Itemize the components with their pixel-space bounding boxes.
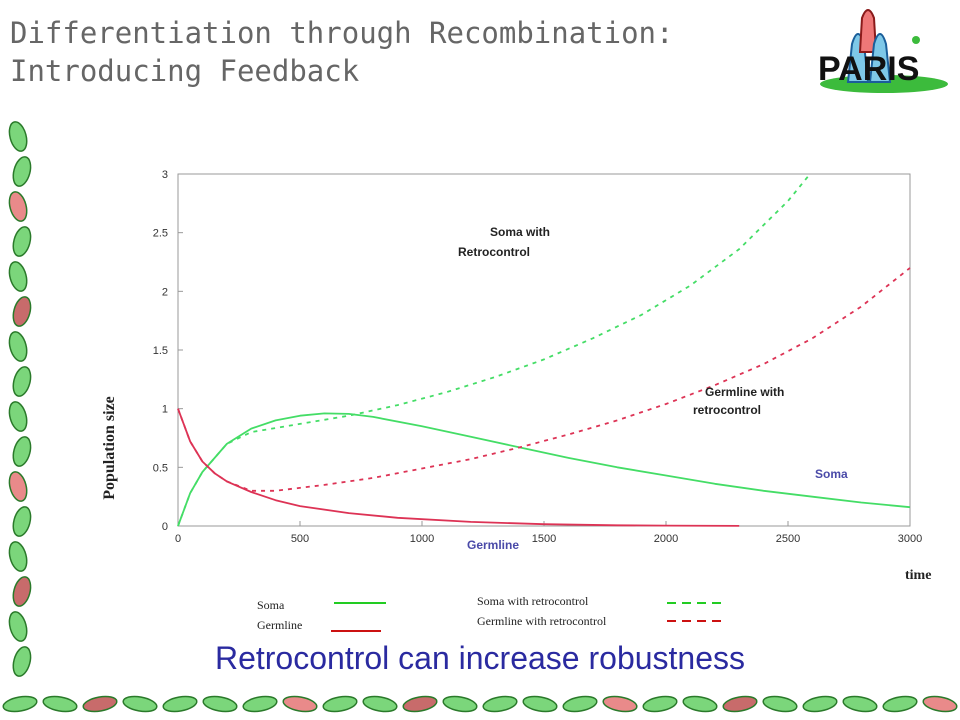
annotation-retrocontrol: Retrocontrol (458, 245, 530, 259)
legend-label-germline-retro: Germline with retrocontrol (477, 614, 607, 628)
y-axis-label: Population size (101, 396, 118, 500)
border-cell (12, 226, 32, 257)
logo-dot (912, 36, 920, 44)
x-axis-label: time (905, 568, 931, 583)
legend-label-soma-retro: Soma with retrocontrol (477, 594, 589, 608)
annotation-germline-retrocontrol: retrocontrol (693, 403, 761, 417)
x-tick-label: 1500 (532, 533, 556, 545)
border-cell (12, 436, 32, 467)
border-cell (12, 506, 32, 537)
border-cell (8, 611, 28, 642)
border-cell (8, 261, 28, 292)
y-tick-label: 1.5 (153, 345, 168, 357)
x-tick-labels: 0 500 1000 1500 2000 2500 3000 (175, 533, 922, 545)
legend-label-soma: Soma (257, 598, 285, 612)
border-cell (682, 695, 718, 713)
cell-border-left (8, 121, 32, 677)
border-cell (42, 695, 78, 713)
y-tick-label: 0 (162, 521, 168, 533)
border-cell (8, 331, 28, 362)
border-cell (242, 695, 278, 713)
border-cell (802, 695, 838, 713)
border-cell (562, 695, 598, 713)
title-line-2: Introducing Feedback (10, 54, 360, 88)
legend: Soma Germline Soma with retrocontrol Ger… (257, 594, 725, 632)
border-cell (2, 695, 38, 713)
y-tick-label: 3 (162, 169, 168, 181)
logo-cell-blue-2 (868, 33, 892, 83)
border-cell (402, 695, 438, 713)
x-tick-label: 1000 (410, 533, 434, 545)
annotation-germline: Germline (467, 538, 519, 552)
y-tick-label: 1 (162, 404, 168, 416)
border-cell (722, 695, 758, 713)
series-lines (177, 173, 911, 527)
x-tick-label: 2000 (654, 533, 678, 545)
border-cell (922, 695, 958, 713)
border-cell (162, 695, 198, 713)
border-cell (282, 695, 318, 713)
x-tick-label: 500 (291, 533, 309, 545)
tick-marks (177, 173, 911, 527)
logo-text: PARIS (818, 50, 919, 88)
border-cell (12, 296, 32, 327)
cell-border-bottom (2, 695, 958, 713)
title-line-1: Differentiation through Recombination: (10, 16, 674, 50)
border-cell (12, 646, 32, 677)
border-cell (8, 541, 28, 572)
y-tick-labels: 0 0.5 1 1.5 2 2.5 3 (153, 169, 168, 533)
border-cell (8, 471, 28, 502)
y-tick-label: 0.5 (153, 462, 168, 474)
border-cell (12, 366, 32, 397)
border-cell (8, 191, 28, 222)
border-cell (8, 121, 28, 152)
paris-logo: PARIS (818, 9, 948, 93)
border-cell (362, 695, 398, 713)
border-cell (8, 401, 28, 432)
x-tick-label: 2500 (776, 533, 800, 545)
border-cell (12, 156, 32, 187)
series-line-soma (177, 412, 911, 527)
slide-title: Differentiation through Recombination: I… (10, 14, 673, 90)
border-cell (522, 695, 558, 713)
border-cell (202, 695, 238, 713)
annotation-germline-with: Germline with (705, 385, 784, 399)
border-cell (762, 695, 798, 713)
x-tick-label: 0 (175, 533, 181, 545)
border-cell (882, 695, 918, 713)
annotation-soma: Soma (815, 467, 848, 481)
annotation-soma-with: Soma with (490, 225, 550, 239)
slide-subtitle: Retrocontrol can increase robustness (214, 640, 746, 676)
y-tick-label: 2.5 (153, 228, 168, 240)
border-cell (442, 695, 478, 713)
x-tick-label: 3000 (898, 533, 922, 545)
border-cell (12, 576, 32, 607)
border-cell (322, 695, 358, 713)
series-line-soma-with-retrocontrol (177, 173, 811, 527)
border-cell (602, 695, 638, 713)
border-cell (122, 695, 158, 713)
border-cell (82, 695, 118, 713)
border-cell (842, 695, 878, 713)
border-cell (482, 695, 518, 713)
y-tick-label: 2 (162, 286, 168, 298)
border-cell (642, 695, 678, 713)
legend-label-germline: Germline (257, 618, 302, 632)
